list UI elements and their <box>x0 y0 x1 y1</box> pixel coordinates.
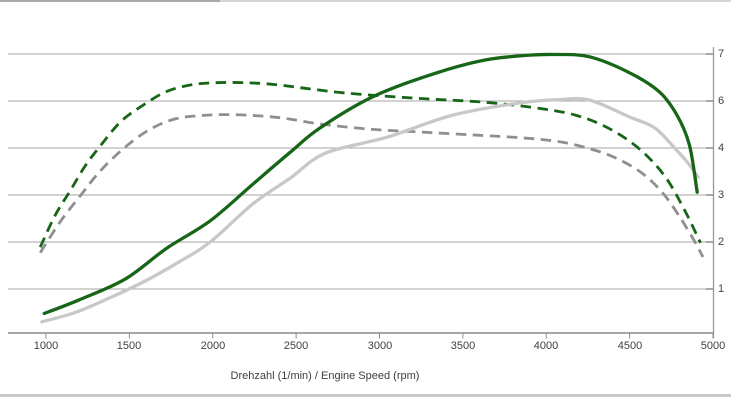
y-tick-label-right: 7 <box>718 48 725 60</box>
x-tick-label: 4500 <box>617 340 643 352</box>
x-tick-label: 5000 <box>700 340 726 352</box>
y-tick-label-right: 1 <box>718 283 725 295</box>
window-edge-strip-bottom <box>0 394 731 397</box>
window-edge-strip-top-right <box>220 0 731 2</box>
green-solid-curve <box>42 52 699 316</box>
y-tick-label-right: 2 <box>718 236 725 248</box>
x-axis-ticks <box>45 333 714 339</box>
x-axis-title: Drehzahl (1/min) / Engine Speed (rpm) <box>230 370 420 382</box>
gridlines <box>8 53 713 290</box>
gray-dashed-curve <box>39 113 705 258</box>
x-tick-label: 3000 <box>367 340 393 352</box>
y-tick-label-right: 4 <box>718 142 725 154</box>
window-edge-strip-top-left <box>0 0 220 2</box>
x-tick-label: 4000 <box>533 340 559 352</box>
x-tick-label: 1500 <box>116 340 142 352</box>
data-curves <box>38 52 705 324</box>
y-tick-label-right: 6 <box>718 95 725 107</box>
y-tick-label-right: 3 <box>718 189 725 201</box>
x-tick-label: 2000 <box>200 340 226 352</box>
x-tick-label: 3500 <box>450 340 476 352</box>
right-axis-ticks <box>706 53 713 290</box>
x-tick-label: 2500 <box>283 340 309 352</box>
x-tick-label: 1000 <box>33 340 59 352</box>
green-dashed-curve <box>38 81 702 248</box>
gray-solid-curve <box>40 96 700 324</box>
